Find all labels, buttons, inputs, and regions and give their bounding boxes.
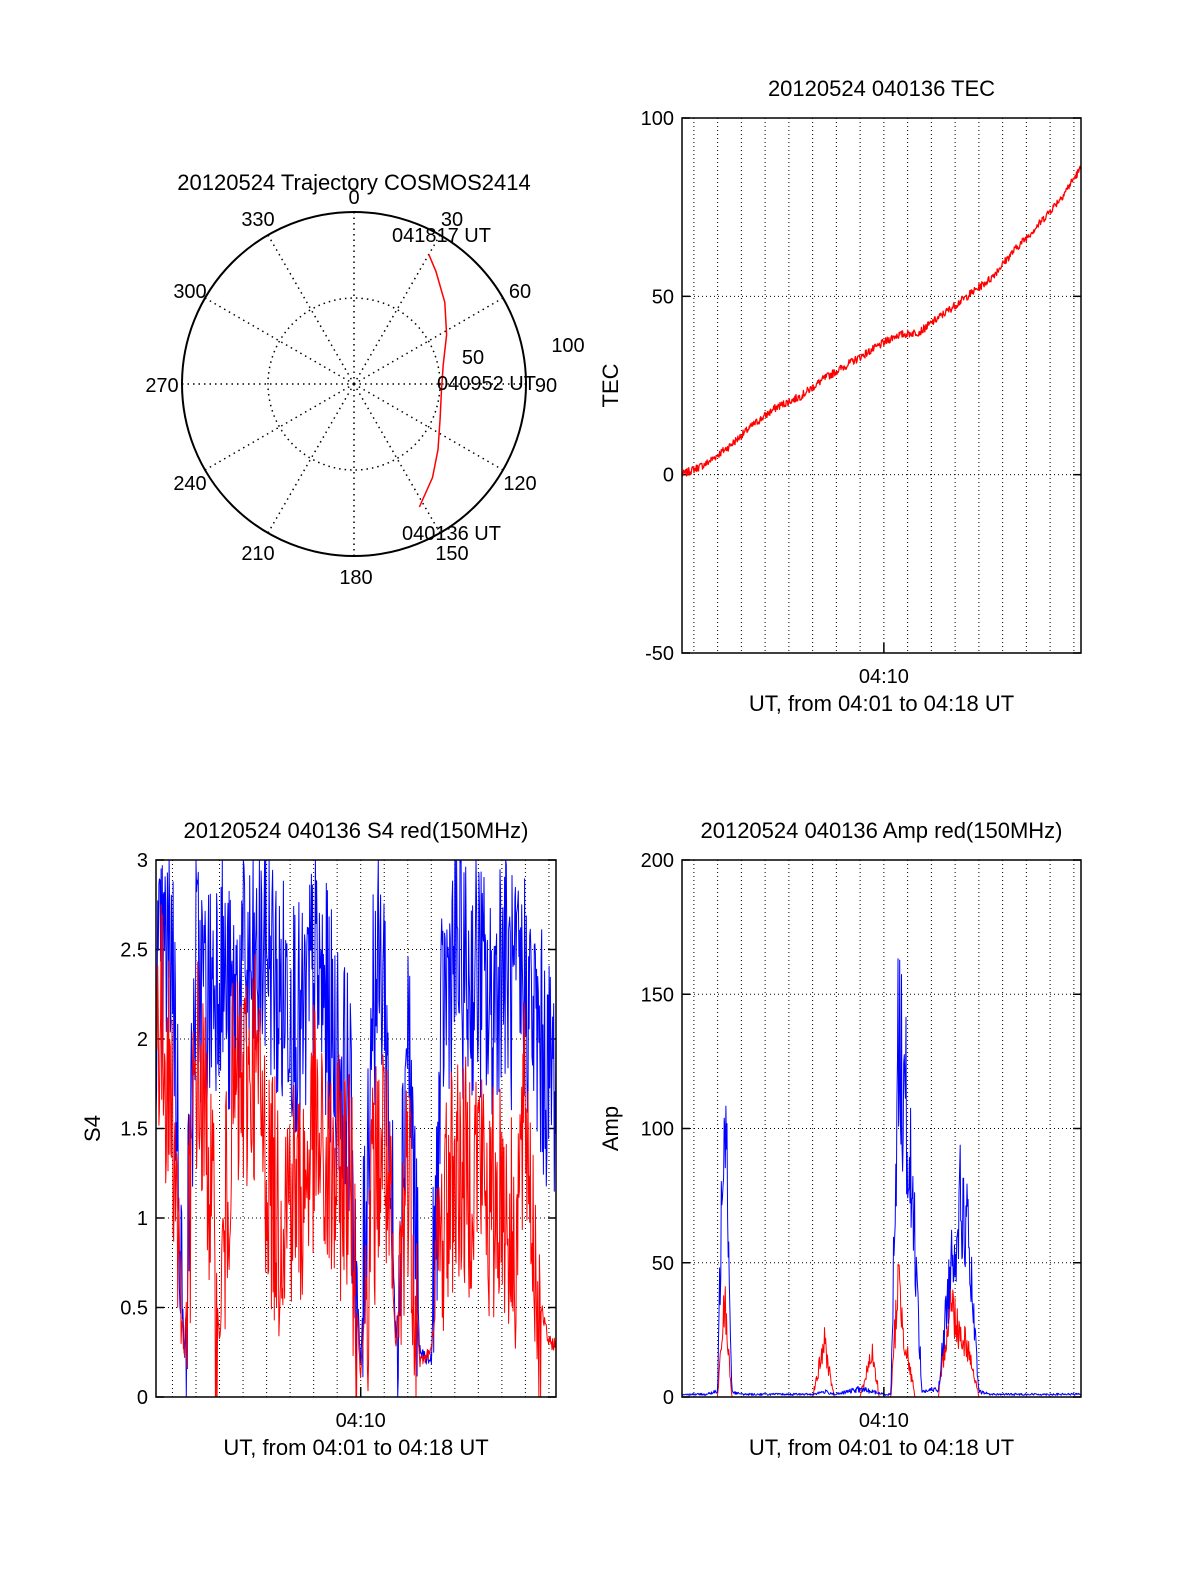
polar-spoke: [353, 297, 504, 385]
polar-azimuth-label: 120: [503, 473, 536, 495]
polar-azimuth-label: 240: [173, 473, 206, 495]
y-axis-label: S4: [80, 1115, 105, 1142]
y-tick-label: 150: [641, 984, 674, 1006]
polar-radial-label: 50: [462, 347, 484, 369]
polar-spoke: [204, 297, 355, 385]
y-axis-label: Amp: [598, 1106, 623, 1151]
y-tick-label: 200: [641, 850, 674, 872]
polar-spoke: [204, 383, 355, 471]
y-tick-label: 50: [652, 1253, 674, 1275]
polar-spoke: [267, 383, 355, 534]
chart-title: 20120524 040136 TEC: [768, 76, 995, 101]
chart-title: 20120524 040136 Amp red(150MHz): [700, 818, 1062, 843]
x-axis-label: UT, from 04:01 to 04:18 UT: [749, 1435, 1014, 1460]
polar-azimuth-label: 180: [339, 567, 372, 589]
plot-frame: [681, 859, 1082, 1398]
y-tick-label: 3: [137, 850, 148, 872]
y-tick-label: 0: [663, 1387, 674, 1409]
y-tick-label: -50: [645, 643, 674, 665]
y-tick-label: 100: [641, 108, 674, 130]
polar-azimuth-label: 300: [173, 281, 206, 303]
polar-radial-label: 100: [551, 335, 584, 357]
y-tick-label: 2: [137, 1029, 148, 1051]
chart-panel-1: 20120524 040136 TEC -50 0 50 100 04:10 UT, fro…: [598, 76, 1082, 716]
x-axis-label: UT, from 04:01 to 04:18 UT: [223, 1435, 488, 1460]
polar-azimuth-label: 210: [241, 543, 274, 565]
polar-annotation: 041817 UT: [392, 225, 491, 247]
plot-frame: [681, 117, 1082, 654]
y-tick-label: 100: [641, 1119, 674, 1141]
data-series-line-0: [681, 165, 1082, 477]
y-tick-label: 0: [137, 1387, 148, 1409]
polar-title: 20120524 Trajectory COSMOS2414: [177, 170, 530, 195]
y-tick-label: 50: [652, 286, 674, 308]
data-series-line-1: [681, 958, 1082, 1396]
polar-spoke: [353, 234, 441, 385]
polar-spoke: [353, 383, 441, 534]
polar-azimuth-label: 150: [435, 543, 468, 565]
polar-azimuth-label: 0: [348, 187, 359, 209]
polar-azimuth-label: 60: [509, 281, 531, 303]
x-tick-label: 04:10: [859, 1410, 909, 1432]
plot-frame: [155, 859, 557, 1398]
x-tick-label: 04:10: [859, 666, 909, 688]
polar-ring-50: [267, 297, 441, 471]
polar-annotation: 040952 UT: [437, 373, 536, 395]
polar-annotation: 040136 UT: [402, 523, 501, 545]
chart-panel-2: 20120524 040136 S4 red(150MHz) 0 0.5 1 1.5 2 2…: [80, 818, 557, 1460]
y-tick-label: 2.5: [120, 940, 148, 962]
polar-trajectory: [418, 254, 448, 508]
polar-spoke: [353, 383, 504, 471]
y-tick-label: 1: [137, 1208, 148, 1230]
y-tick-label: 1.5: [120, 1119, 148, 1141]
x-tick-label: 04:10: [336, 1410, 386, 1432]
polar-ring-outer: [181, 211, 527, 557]
polar-azimuth-label: 270: [145, 375, 178, 397]
x-axis-label: UT, from 04:01 to 04:18 UT: [749, 691, 1014, 716]
y-tick-label: 0.5: [120, 1298, 148, 1320]
polar-spoke: [267, 234, 355, 385]
chart-panel-3: 20120524 040136 Amp red(150MHz) 0 50 100 150…: [598, 818, 1082, 1460]
chart-title: 20120524 040136 S4 red(150MHz): [184, 818, 529, 843]
polar-azimuth-label: 30: [441, 209, 463, 231]
y-tick-label: 0: [663, 465, 674, 487]
y-axis-label: TEC: [598, 363, 623, 407]
polar-azimuth-label: 90: [535, 375, 557, 397]
polar-azimuth-label: 330: [241, 209, 274, 231]
